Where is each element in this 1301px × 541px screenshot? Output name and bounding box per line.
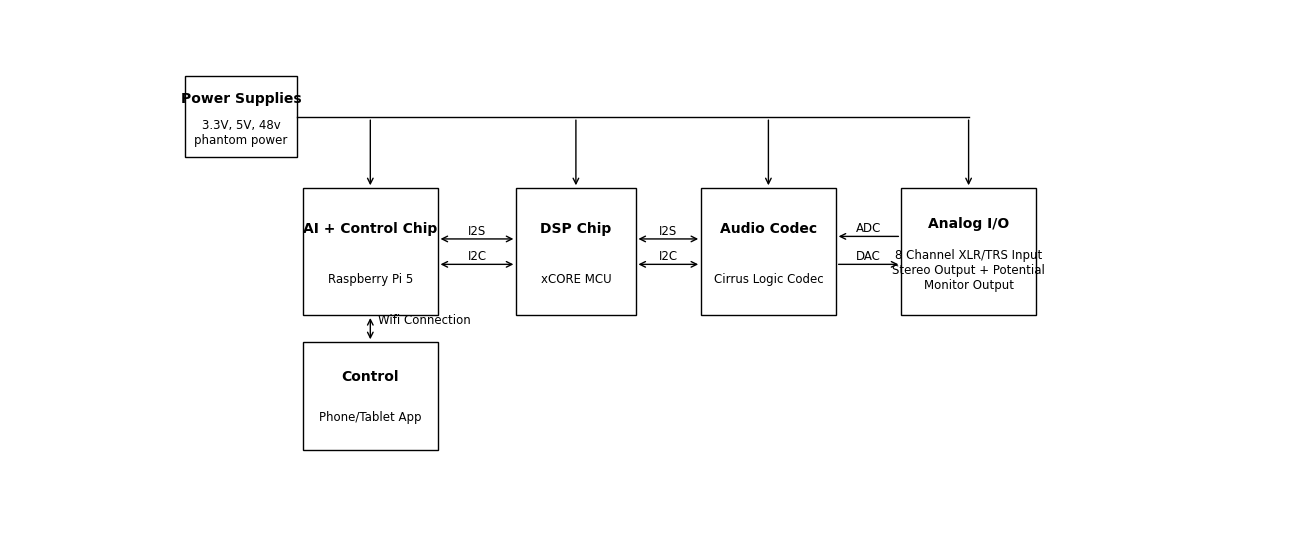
Text: Control: Control: [342, 370, 399, 384]
Text: DSP Chip: DSP Chip: [540, 222, 611, 236]
Text: Audio Codec: Audio Codec: [719, 222, 817, 236]
Bar: [303, 342, 437, 450]
Text: 3.3V, 5V, 48v
phantom power: 3.3V, 5V, 48v phantom power: [194, 119, 288, 147]
Text: DAC: DAC: [856, 250, 881, 263]
Text: Wifi Connection: Wifi Connection: [379, 314, 471, 327]
Text: I2C: I2C: [467, 250, 487, 263]
Text: Raspberry Pi 5: Raspberry Pi 5: [328, 273, 412, 286]
Text: Analog I/O: Analog I/O: [928, 217, 1010, 230]
Text: ADC: ADC: [856, 222, 881, 235]
Text: Power Supplies: Power Supplies: [181, 92, 302, 106]
Text: Cirrus Logic Codec: Cirrus Logic Codec: [713, 273, 824, 286]
Text: 8 Channel XLR/TRS Input
Stereo Output + Potential
Monitor Output: 8 Channel XLR/TRS Input Stereo Output + …: [892, 249, 1045, 292]
Bar: [303, 188, 437, 315]
Bar: [902, 188, 1036, 315]
Text: AI + Control Chip: AI + Control Chip: [303, 222, 437, 236]
Bar: [516, 188, 636, 315]
Text: Phone/Tablet App: Phone/Tablet App: [319, 411, 422, 424]
Bar: [701, 188, 835, 315]
Text: xCORE MCU: xCORE MCU: [541, 273, 611, 286]
Bar: [185, 76, 297, 157]
Text: I2C: I2C: [658, 250, 678, 263]
Text: I2S: I2S: [660, 225, 678, 237]
Text: I2S: I2S: [468, 225, 487, 237]
